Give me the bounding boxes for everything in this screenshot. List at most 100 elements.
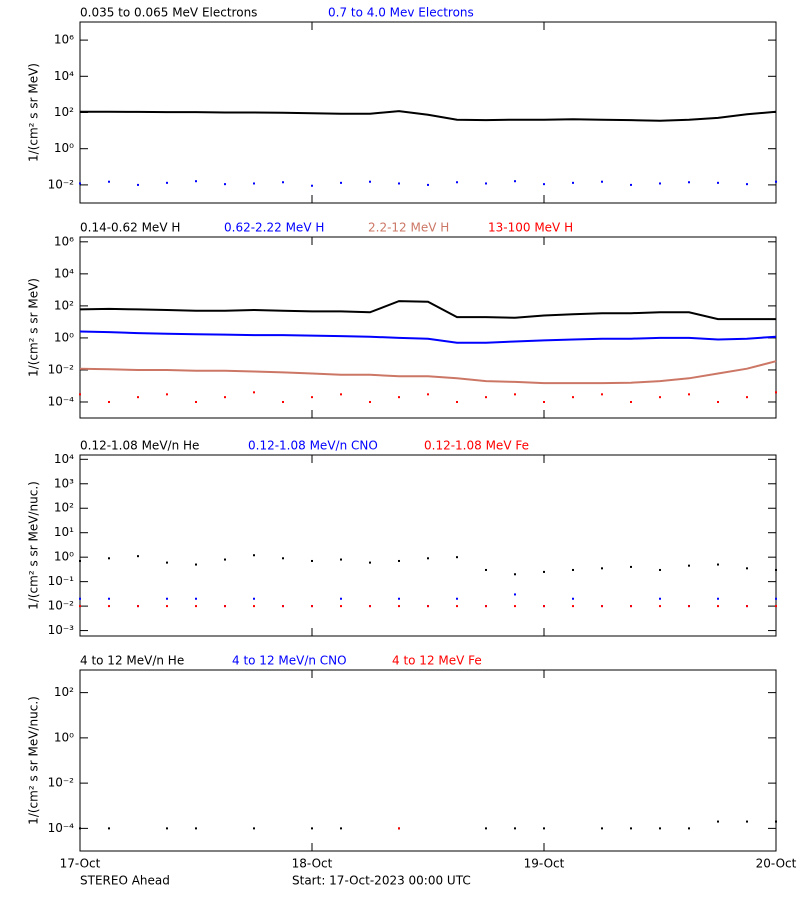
data-point [485, 182, 487, 185]
legend-entry: 0.035 to 0.065 MeV Electrons [80, 6, 257, 20]
data-point [195, 180, 197, 183]
data-point [717, 400, 719, 403]
data-point [224, 183, 226, 186]
data-point [195, 605, 197, 608]
legend-entry: 4 to 12 MeV/n He [80, 654, 184, 668]
data-point [108, 400, 110, 403]
data-point [340, 393, 342, 396]
data-point [572, 181, 574, 184]
data-point [485, 827, 487, 830]
y-tick-label: 10⁶ [54, 33, 74, 47]
data-point [253, 554, 255, 557]
data-point [543, 605, 545, 608]
data-point [456, 597, 458, 600]
data-point [340, 597, 342, 600]
data-point [746, 396, 748, 399]
data-point [224, 605, 226, 608]
y-tick-label: 10⁻¹ [48, 574, 75, 588]
data-point [108, 597, 110, 600]
y-tick-label: 10² [54, 685, 74, 699]
legend-entry: 0.14-0.62 MeV H [80, 221, 180, 235]
data-point [79, 827, 81, 830]
data-point [601, 393, 603, 396]
data-point [224, 396, 226, 399]
y-axis-label: 1/(cm² s sr MeV) [27, 63, 41, 162]
y-tick-label: 10⁻² [48, 599, 75, 613]
data-point [456, 556, 458, 559]
y-axis-label: 1/(cm² s sr MeV/nuc.) [27, 481, 41, 610]
y-tick-label: 10⁻⁴ [48, 394, 75, 408]
data-point [137, 555, 139, 558]
x-tick-label: 19-Oct [524, 857, 565, 871]
data-point [166, 393, 168, 396]
plot-frame [79, 669, 777, 852]
data-point [688, 605, 690, 608]
data-point [659, 182, 661, 185]
data-point [108, 557, 110, 560]
data-point [340, 605, 342, 608]
data-point [166, 561, 168, 564]
y-tick-label: 10⁴ [54, 452, 74, 466]
y-tick-label: 10⁻² [48, 362, 75, 376]
footer-left: STEREO Ahead [80, 874, 170, 888]
data-point [543, 827, 545, 830]
data-point [775, 597, 777, 600]
legend-entry: 0.7 to 4.0 Mev Electrons [328, 6, 474, 20]
data-point [630, 565, 632, 568]
data-point [659, 827, 661, 830]
x-tick-label: 17-Oct [60, 857, 101, 871]
data-point [166, 181, 168, 184]
data-point [79, 597, 81, 600]
data-point [195, 827, 197, 830]
data-point [108, 180, 110, 183]
data-point [514, 827, 516, 830]
data-point [775, 605, 777, 608]
data-point [746, 183, 748, 186]
data-point [224, 558, 226, 561]
data-point [369, 180, 371, 183]
data-point [427, 393, 429, 396]
data-point [79, 605, 81, 608]
legend-entry: 13-100 MeV H [488, 221, 573, 235]
data-point [659, 568, 661, 571]
data-point [166, 597, 168, 600]
data-point [601, 567, 603, 570]
data-point [543, 570, 545, 573]
y-tick-label: 10⁰ [54, 550, 74, 564]
y-tick-label: 10⁰ [54, 141, 74, 155]
data-point [253, 827, 255, 830]
data-point [514, 180, 516, 183]
data-point [282, 400, 284, 403]
data-point [398, 396, 400, 399]
y-tick-label: 10⁻² [48, 177, 75, 191]
data-point [340, 827, 342, 830]
y-tick-label: 10⁻² [48, 776, 75, 790]
y-tick-label: 10⁻³ [48, 623, 75, 637]
data-point [108, 827, 110, 830]
data-point [514, 573, 516, 576]
data-point [427, 557, 429, 560]
data-point [485, 396, 487, 399]
data-point [775, 180, 777, 183]
data-point [195, 597, 197, 600]
data-point [311, 396, 313, 399]
data-point [717, 563, 719, 566]
y-tick-label: 10³ [54, 476, 74, 490]
series-line [79, 330, 777, 344]
y-axis-label: 1/(cm² s sr MeV/nuc.) [27, 696, 41, 825]
data-point [572, 597, 574, 600]
data-point [717, 820, 719, 823]
data-point [369, 605, 371, 608]
data-point [688, 827, 690, 830]
data-point [717, 181, 719, 184]
y-tick-label: 10⁴ [54, 69, 74, 83]
data-point [601, 605, 603, 608]
data-point [659, 605, 661, 608]
data-point [195, 400, 197, 403]
data-point [775, 820, 777, 823]
data-point [282, 605, 284, 608]
data-point [369, 561, 371, 564]
data-point [746, 820, 748, 823]
data-point [340, 181, 342, 184]
